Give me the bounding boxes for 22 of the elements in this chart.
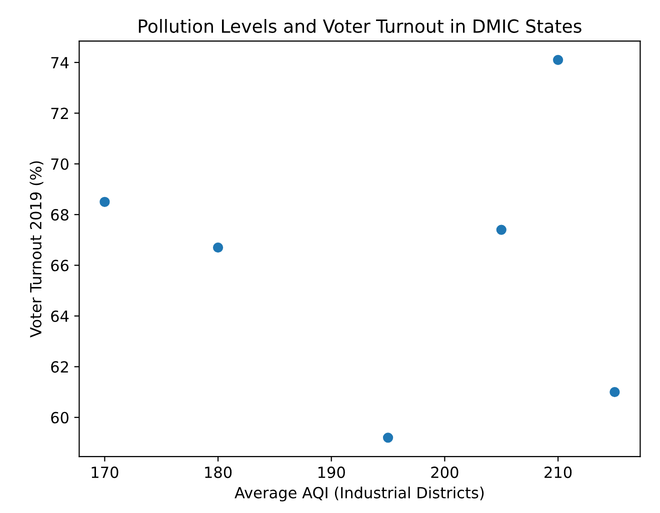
point [496, 224, 506, 235]
x-tick-label: 180 [205, 466, 232, 478]
y-tick-label: 64 [51, 310, 69, 322]
y-tick-label: 68 [51, 209, 68, 221]
point [552, 54, 564, 66]
y-tick-label: 72 [51, 108, 68, 119]
x-tick-label: 200 [431, 466, 458, 478]
y-tick-label: 62 [51, 361, 68, 373]
x-tick-label: 170 [92, 466, 118, 478]
point [382, 432, 394, 443]
y-axis-title: Voter Turnout 2019 (%) [30, 161, 44, 338]
y-tick-label: 66 [51, 260, 69, 272]
point [212, 242, 224, 253]
point [610, 386, 620, 398]
y-tick-label: 60 [51, 412, 68, 424]
point [100, 196, 110, 207]
y-tick-label: 74 [51, 57, 69, 68]
x-tick-label: 190 [318, 466, 345, 478]
x-axis-title: Average AQI (Industrial Districts) [234, 486, 484, 502]
x-tick-label: 210 [544, 466, 572, 478]
y-tick-label: 70 [51, 158, 68, 170]
chart-title: Pollution Levels and Voter Turnout in DMIC States [138, 18, 582, 33]
